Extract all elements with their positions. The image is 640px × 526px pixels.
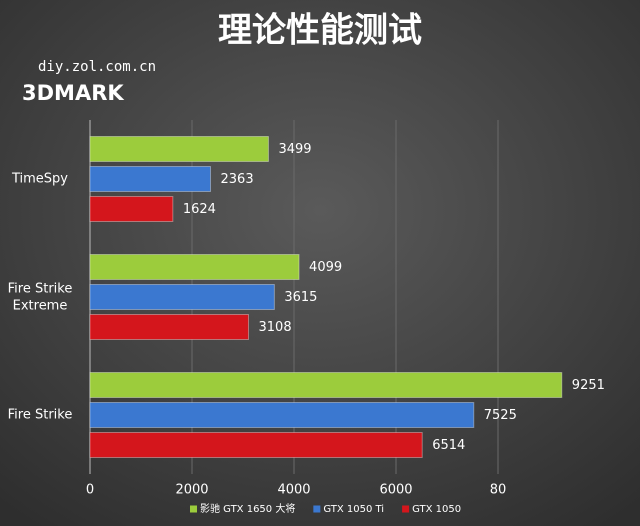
value-label: 6514 <box>432 438 465 453</box>
bar <box>89 196 174 222</box>
bar <box>89 372 563 398</box>
legend-label: GTX 1050 Ti <box>323 504 384 515</box>
value-label: 3615 <box>284 290 317 305</box>
legend-swatch <box>402 505 410 513</box>
bar <box>89 166 212 192</box>
value-label: 3108 <box>259 320 292 335</box>
bar <box>89 254 300 280</box>
x-tick-label: 4000 <box>277 483 310 498</box>
subtitle: 3DMARK <box>22 81 124 105</box>
y-tick-label: TimeSpy <box>11 172 68 187</box>
x-tick-label: 80 <box>490 483 507 498</box>
bar <box>89 432 423 458</box>
bar <box>89 402 475 428</box>
value-label: 4099 <box>309 260 342 275</box>
source: diy.zol.com.cn <box>38 59 156 75</box>
value-label: 7525 <box>484 408 517 423</box>
value-label: 9251 <box>572 378 605 393</box>
value-label: 3499 <box>278 142 311 157</box>
value-label: 2363 <box>221 172 254 187</box>
y-tick-label: Fire Strike <box>8 408 73 423</box>
x-tick-label: 2000 <box>175 483 208 498</box>
chart-title: 理论性能测试 <box>218 11 422 51</box>
legend-label: 影驰 GTX 1650 大将 <box>200 502 295 515</box>
x-tick-label: 0 <box>86 483 94 498</box>
legend-swatch <box>313 505 321 513</box>
bar <box>89 314 250 340</box>
y-tick-label: Fire Strike Extreme <box>8 281 73 313</box>
legend-label: GTX 1050 <box>412 504 461 515</box>
legend-swatch <box>190 505 197 513</box>
bar <box>89 284 275 310</box>
value-label: 1624 <box>183 202 216 217</box>
x-tick-label: 6000 <box>379 483 412 498</box>
bar <box>89 136 269 162</box>
